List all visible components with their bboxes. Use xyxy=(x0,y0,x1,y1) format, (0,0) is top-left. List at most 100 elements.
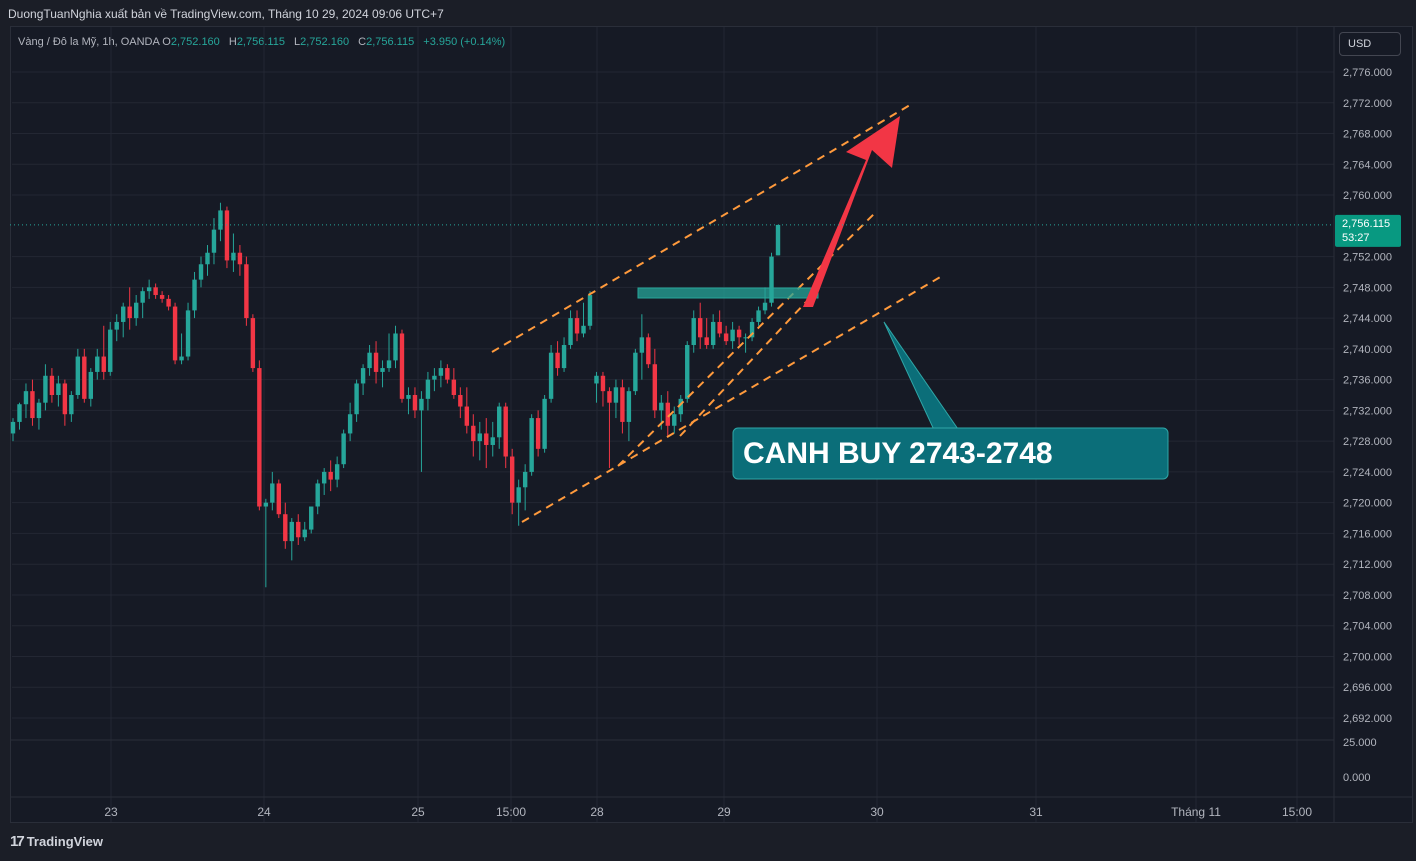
candle-body xyxy=(244,264,249,319)
close-key: C xyxy=(358,36,367,48)
price-tick-label: 2,696.000 xyxy=(1343,682,1392,694)
candle-body xyxy=(283,514,288,542)
candle-body xyxy=(101,356,106,372)
candles xyxy=(10,202,781,588)
candle-body xyxy=(146,287,152,292)
price-tick-label: 2,740.000 xyxy=(1343,344,1392,356)
candle-body xyxy=(685,345,690,399)
price-tick-label: 2,720.000 xyxy=(1343,498,1392,510)
price-tick-label: 2,760.000 xyxy=(1343,190,1392,202)
candle-body xyxy=(529,418,534,472)
candle-body xyxy=(198,264,204,280)
candle-body xyxy=(328,471,333,480)
candle-body xyxy=(386,360,392,369)
price-tick-label: 2,768.000 xyxy=(1343,129,1392,141)
ascending-channel xyxy=(491,104,943,523)
buy-zone-box xyxy=(637,287,819,299)
candle-body xyxy=(296,521,301,538)
channel-inner-line xyxy=(679,301,807,437)
candle-body xyxy=(399,333,405,399)
candle-body xyxy=(412,395,418,411)
symbol-label[interactable]: Vàng / Đô la Mỹ, 1h, OANDA xyxy=(18,36,160,48)
close-value: 2,756.115 xyxy=(366,36,415,48)
low-value: 2,752.160 xyxy=(300,36,350,48)
channel-mid-line xyxy=(617,211,877,467)
candle-body xyxy=(393,333,398,361)
candle-body xyxy=(270,483,275,503)
price-tick-label: 2,708.000 xyxy=(1343,590,1392,602)
price-tick-label: 2,764.000 xyxy=(1343,159,1392,171)
candle-body xyxy=(95,356,100,372)
change-value: +3.950 (+0.14%) xyxy=(423,36,506,48)
candle-body xyxy=(321,471,327,484)
candle-body xyxy=(769,256,774,303)
candle-body xyxy=(82,356,87,399)
tradingview-logo-icon: 17 xyxy=(10,833,25,850)
price-tag: 2,756.115 53:27 xyxy=(1335,214,1401,247)
candle-body xyxy=(477,433,482,442)
candle-body xyxy=(231,252,236,261)
candle-body xyxy=(276,483,282,515)
price-tick-label: 2,700.000 xyxy=(1343,651,1392,663)
price-tick-label: 2,692.000 xyxy=(1343,713,1392,725)
candle-body xyxy=(185,310,191,357)
candle-body xyxy=(762,302,768,311)
candle-body xyxy=(347,414,353,434)
candle-body xyxy=(678,398,683,415)
candle-body xyxy=(503,406,508,457)
price-tick-label: 2,736.000 xyxy=(1343,375,1392,387)
open-value: 2,752.160 xyxy=(170,36,220,48)
candle-body xyxy=(471,425,476,442)
callout-box xyxy=(732,427,1169,480)
candle-body xyxy=(646,337,651,365)
ohlc-legend: Vàng / Đô la Mỹ, 1h, OANDA O2,752.160 H2… xyxy=(18,36,505,48)
volume-tick-label: 0.000 xyxy=(1343,772,1371,784)
currency-button[interactable]: USD xyxy=(1339,32,1401,56)
candle-body xyxy=(159,295,165,299)
callout-text: CANH BUY 2743-2748 xyxy=(743,437,1053,470)
candle-body xyxy=(140,291,145,303)
candle-body xyxy=(315,483,320,507)
candle-body xyxy=(289,521,294,542)
candle-body xyxy=(438,368,444,376)
up-arrow xyxy=(803,116,900,307)
candle-body xyxy=(568,318,573,346)
candle-body xyxy=(36,402,42,419)
price-tick-label: 2,712.000 xyxy=(1343,559,1392,571)
candle-body xyxy=(509,456,515,503)
grid-lines xyxy=(12,27,1334,822)
candle-body xyxy=(62,383,68,415)
volume-tick-label: 25.000 xyxy=(1343,737,1377,749)
time-tick-label: 23 xyxy=(104,805,118,819)
volume-pane: 25.000 0.000 xyxy=(10,27,1413,822)
chart-panel[interactable] xyxy=(10,26,1413,823)
candle-body xyxy=(522,471,528,488)
candle-body xyxy=(620,387,625,422)
candle-body xyxy=(211,229,217,253)
time-tick-label: 25 xyxy=(411,805,425,819)
time-tick-label: 31 xyxy=(1029,805,1043,819)
candle-body xyxy=(607,391,612,403)
time-tick-label: 15:00 xyxy=(1282,805,1312,819)
time-axis: 23 24 25 15:00 28 29 30 31 Tháng 11 15:00 xyxy=(104,805,1312,819)
candle-body xyxy=(367,352,372,369)
candle-body xyxy=(153,287,158,296)
footer-brand[interactable]: 17 TradingView xyxy=(10,833,103,850)
candle-body xyxy=(380,368,385,372)
price-tick-label: 2,776.000 xyxy=(1343,67,1392,79)
candle-body xyxy=(88,371,93,399)
candle-body xyxy=(373,352,379,372)
candle-body xyxy=(730,329,735,342)
candle-body xyxy=(710,321,716,346)
price-tag-box xyxy=(1335,214,1401,247)
candle-body xyxy=(127,306,132,319)
candle-body xyxy=(218,210,223,230)
candle-body xyxy=(179,356,184,361)
candle-body xyxy=(257,368,262,507)
candle-body xyxy=(626,391,632,422)
time-tick-label: 15:00 xyxy=(496,805,526,819)
candle-body xyxy=(665,402,670,426)
candle-body xyxy=(749,321,755,338)
time-tick-label: 24 xyxy=(257,805,271,819)
